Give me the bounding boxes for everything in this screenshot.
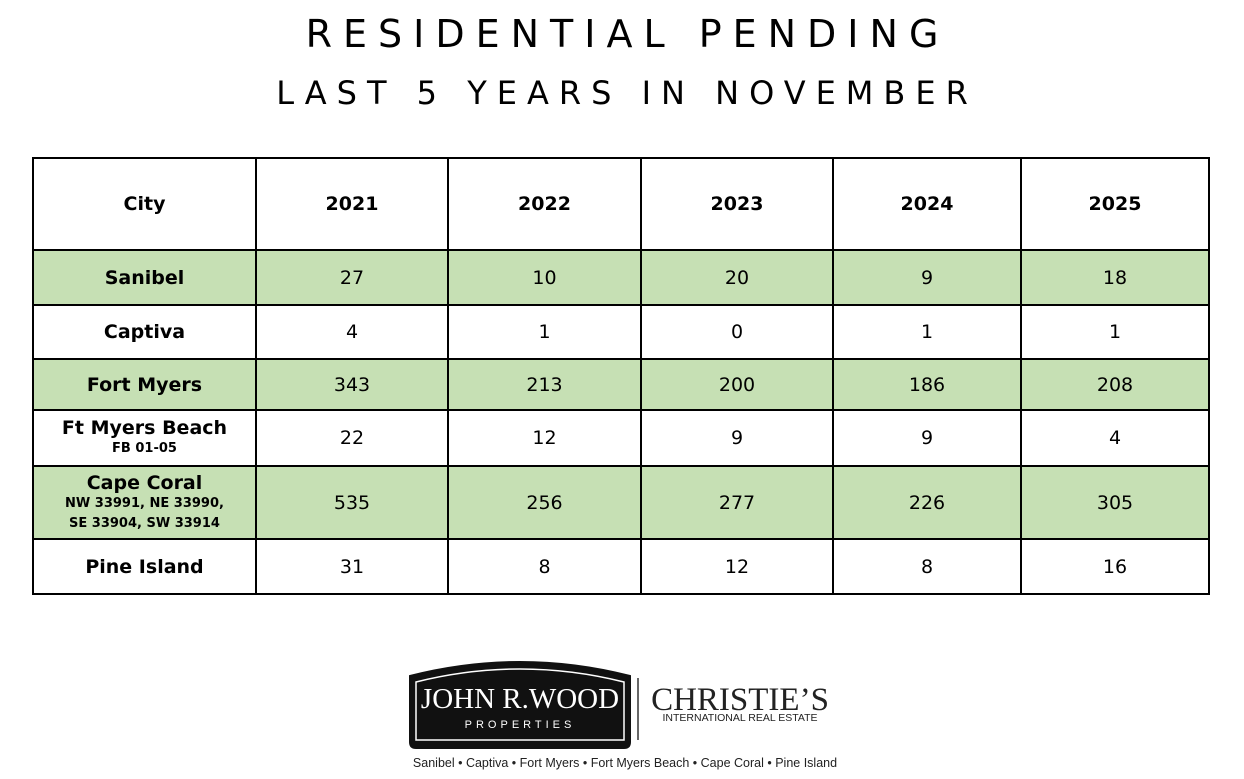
city-note: FB 01-05 xyxy=(112,441,177,456)
value-cell: 1 xyxy=(1020,304,1210,360)
value-cell: 12 xyxy=(640,538,834,595)
city-note: SE 33904, SW 33914 xyxy=(69,515,220,531)
city-name: Fort Myers xyxy=(86,373,203,396)
value-cell: 16 xyxy=(1020,538,1210,595)
table-row: Sanibel 27 10 20 9 18 xyxy=(32,249,1210,306)
column-header: 2022 xyxy=(447,157,642,251)
city-name: Captiva xyxy=(103,321,186,343)
partner-sub: INTERNATIONAL REAL ESTATE xyxy=(663,712,818,724)
value-cell: 9 xyxy=(832,249,1022,306)
column-header: 2021 xyxy=(255,157,449,251)
logo-inner-border xyxy=(415,668,625,741)
value-cell: 22 xyxy=(255,409,449,467)
value-cell: 200 xyxy=(640,358,834,411)
city-cell: Fort Myers xyxy=(32,358,257,411)
logo-badge xyxy=(409,661,631,749)
value-cell: 4 xyxy=(255,304,449,360)
city-name: Sanibel xyxy=(104,266,185,289)
value-cell: 1 xyxy=(832,304,1022,360)
value-cell: 0 xyxy=(640,304,834,360)
partner: CHRISTIE’S xyxy=(651,682,829,718)
city-name: Ft Myers Beach xyxy=(61,417,228,439)
city-cell: Cape Coral NW 33991, NE 33990, SE 33904, S… xyxy=(32,465,257,540)
value-cell: 213 xyxy=(447,358,642,411)
tagline: Sanibel • Captiva • Fort Myers • Fort My… xyxy=(413,756,837,770)
value-cell: 18 xyxy=(1020,249,1210,306)
value-cell: 27 xyxy=(255,249,449,306)
value-cell: 535 xyxy=(255,465,449,540)
value-cell: 4 xyxy=(1020,409,1210,467)
value-cell: 9 xyxy=(640,409,834,467)
city-cell: Ft Myers Beach FB 01-05 xyxy=(32,409,257,467)
city-note: NW 33991, NE 33990, xyxy=(65,495,224,511)
value-cell: 31 xyxy=(255,538,449,595)
value-cell: 8 xyxy=(832,538,1022,595)
city-name: Cape Coral xyxy=(86,471,203,494)
header-row: City 2021 2022 2023 2024 2025 xyxy=(32,157,1210,251)
value-cell: 277 xyxy=(640,465,834,540)
city-cell: Pine Island xyxy=(32,538,257,595)
title: RESIDENTIAL PENDING xyxy=(305,12,950,56)
value-cell: 226 xyxy=(832,465,1022,540)
value-cell: 1 xyxy=(447,304,642,360)
value-cell: 12 xyxy=(447,409,642,467)
value-cell: 256 xyxy=(447,465,642,540)
brand: JOHN R.WOOD xyxy=(421,683,619,715)
value-cell: 208 xyxy=(1020,358,1210,411)
value-cell: 305 xyxy=(1020,465,1210,540)
table-row: Cape Coral NW 33991, NE 33990, SE 33904, S… xyxy=(32,465,1210,540)
subtitle: LAST 5 YEARS IN NOVEMBER xyxy=(276,74,978,112)
table-row: Fort Myers 343 213 200 186 208 xyxy=(32,358,1210,411)
value-cell: 343 xyxy=(255,358,449,411)
value-cell: 8 xyxy=(447,538,642,595)
city-cell: Sanibel xyxy=(32,249,257,306)
table: City 2021 2022 2023 2024 2025 Sanibel 27 10 20 9 18… xyxy=(32,157,1210,595)
value-cell: 186 xyxy=(832,358,1022,411)
column-header: City xyxy=(32,157,257,251)
column-header: 2025 xyxy=(1020,157,1210,251)
city-cell: Captiva xyxy=(32,304,257,360)
value-cell: 9 xyxy=(832,409,1022,467)
value-cell: 10 xyxy=(447,249,642,306)
column-header: 2024 xyxy=(832,157,1022,251)
city-name: Pine Island xyxy=(85,555,204,578)
column-header: 2023 xyxy=(640,157,834,251)
table-row: Pine Island 31 8 12 8 16 xyxy=(32,538,1210,595)
value-cell: 20 xyxy=(640,249,834,306)
table-row: Ft Myers Beach FB 01-05 22 12 9 9 4 xyxy=(32,409,1210,467)
table-row: Captiva 4 1 0 1 1 xyxy=(32,304,1210,360)
brand-sub: PROPERTIES xyxy=(465,719,576,731)
